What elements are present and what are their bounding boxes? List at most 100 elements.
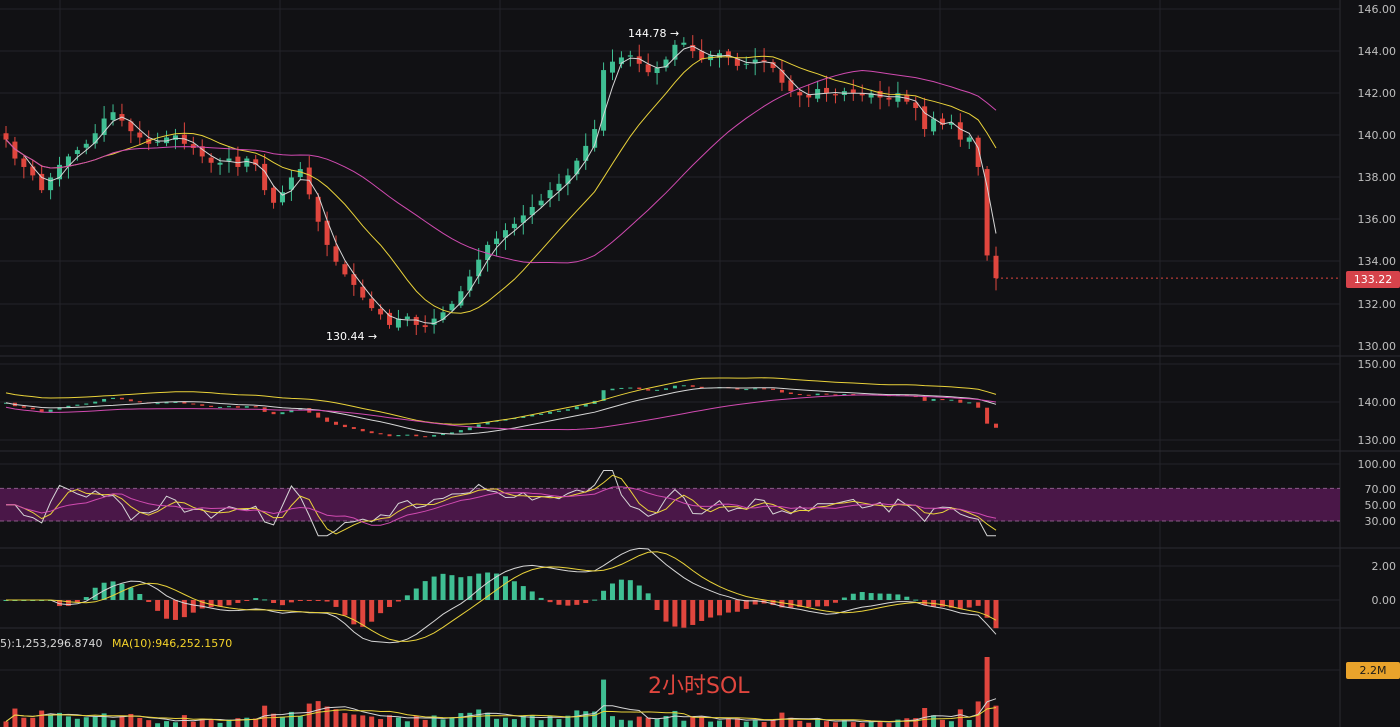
candle-body-85 bbox=[761, 60, 767, 62]
candle-body-108 bbox=[966, 137, 972, 142]
candle-body-106 bbox=[948, 122, 954, 125]
candle-body-82 bbox=[734, 58, 740, 66]
sec-bar-69 bbox=[619, 387, 624, 389]
macd-hist-59 bbox=[529, 591, 535, 600]
macd-hist-73 bbox=[654, 600, 660, 611]
sec-bar-68 bbox=[610, 388, 615, 391]
candle-body-28 bbox=[253, 159, 259, 165]
sec-bar-60 bbox=[539, 413, 544, 415]
candle-body-3 bbox=[30, 166, 36, 176]
price-ma-yellow bbox=[5, 55, 997, 314]
macd-hist-92 bbox=[824, 600, 830, 607]
volume-bar-44 bbox=[395, 717, 401, 727]
sec-bar-36 bbox=[325, 417, 330, 422]
macd-hist-35 bbox=[315, 600, 321, 601]
tick-label-2-1: 70.00 bbox=[1365, 483, 1397, 496]
volume-bar-17 bbox=[155, 723, 161, 727]
macd-hist-17 bbox=[155, 600, 161, 611]
volume-bar-41 bbox=[369, 716, 375, 727]
volume-bar-97 bbox=[868, 720, 874, 727]
sec-bar-76 bbox=[681, 385, 686, 387]
macd-hist-7 bbox=[65, 600, 71, 606]
candle-body-53 bbox=[476, 259, 482, 277]
tick-label-2-2: 50.00 bbox=[1365, 499, 1397, 512]
volume-bar-22 bbox=[199, 718, 205, 727]
price-panel bbox=[3, 35, 1340, 336]
candle-body-12 bbox=[110, 112, 116, 120]
volume-bar-33 bbox=[297, 716, 303, 727]
sec-bar-107 bbox=[958, 399, 963, 403]
macd-hist-64 bbox=[574, 600, 580, 605]
candle-body-26 bbox=[235, 156, 241, 167]
candle-body-81 bbox=[725, 51, 731, 58]
sec-bar-73 bbox=[655, 389, 660, 391]
sec-bar-70 bbox=[628, 387, 633, 389]
macd-hist-63 bbox=[565, 600, 571, 606]
sec-bar-88 bbox=[788, 392, 793, 395]
macd-hist-77 bbox=[690, 600, 696, 625]
volume-bar-58 bbox=[520, 715, 526, 727]
sec-bar-37 bbox=[334, 421, 338, 425]
macd-hist-109 bbox=[975, 600, 981, 606]
rsi-line-yellow bbox=[6, 474, 997, 535]
volume-bar-40 bbox=[360, 715, 366, 727]
candle-body-47 bbox=[422, 325, 428, 328]
candle-body-66 bbox=[592, 129, 598, 148]
rsi-line-white bbox=[6, 470, 996, 537]
candle-body-92 bbox=[824, 87, 830, 94]
sec-bar-14 bbox=[128, 399, 133, 402]
sec-bar-20 bbox=[182, 402, 187, 404]
volume-bar-86 bbox=[770, 719, 776, 727]
macd-hist-44 bbox=[395, 600, 401, 602]
candle-body-98 bbox=[877, 91, 883, 98]
macd-hist-95 bbox=[850, 593, 856, 600]
candle-body-29 bbox=[262, 163, 268, 191]
tick-label-2-3: 30.00 bbox=[1365, 515, 1397, 528]
sec-bar-7 bbox=[66, 405, 71, 408]
sec-bar-51 bbox=[458, 430, 463, 433]
macd-hist-25 bbox=[226, 600, 232, 606]
macd-hist-100 bbox=[895, 594, 901, 600]
sec-bar-90 bbox=[806, 394, 811, 396]
volume-bar-79 bbox=[708, 721, 714, 727]
macd-hist-38 bbox=[342, 600, 348, 616]
sec-bar-61 bbox=[548, 411, 553, 414]
tick-label-0-6: 134.00 bbox=[1358, 255, 1397, 268]
volume-bar-5 bbox=[48, 714, 54, 727]
sec-bar-23 bbox=[209, 405, 214, 407]
sec-bar-93 bbox=[833, 394, 838, 396]
secondary-panel bbox=[4, 377, 998, 438]
sec-bar-4 bbox=[39, 409, 44, 412]
candle-body-60 bbox=[538, 200, 544, 206]
macd-hist-45 bbox=[404, 595, 410, 600]
macd-hist-110 bbox=[984, 600, 990, 618]
macd-hist-69 bbox=[618, 579, 624, 600]
volume-bar-20 bbox=[181, 715, 187, 727]
volume-bar-65 bbox=[583, 711, 589, 727]
sec-bar-54 bbox=[485, 421, 490, 425]
sec-bar-35 bbox=[316, 412, 321, 418]
volume-bar-49 bbox=[440, 719, 446, 727]
sec-bar-44 bbox=[396, 435, 401, 437]
macd-hist-36 bbox=[324, 600, 330, 602]
volume-bar-72 bbox=[645, 717, 651, 727]
volume-bar-45 bbox=[404, 721, 410, 727]
candle-body-9 bbox=[83, 143, 89, 148]
volume-bar-21 bbox=[190, 721, 196, 727]
volume-bar-99 bbox=[886, 723, 892, 727]
candle-body-109 bbox=[975, 137, 981, 167]
volume-ma10-label: MA(10):946,252.1570 bbox=[111, 637, 233, 650]
volume-bar-87 bbox=[779, 712, 785, 727]
sec-bar-48 bbox=[432, 435, 437, 437]
volume-bar-74 bbox=[663, 715, 669, 727]
volume-legend: 5):1,253,296.8740 MA(10):946,252.1570 bbox=[0, 637, 232, 650]
macd-hist-51 bbox=[458, 577, 464, 600]
volume-bar-84 bbox=[752, 720, 758, 727]
macd-hist-13 bbox=[119, 583, 125, 600]
candle-body-4 bbox=[39, 173, 45, 191]
macd-hist-87 bbox=[779, 600, 785, 608]
candle-body-50 bbox=[449, 303, 455, 311]
volume-bar-68 bbox=[609, 716, 615, 727]
macd-hist-9 bbox=[83, 597, 89, 600]
